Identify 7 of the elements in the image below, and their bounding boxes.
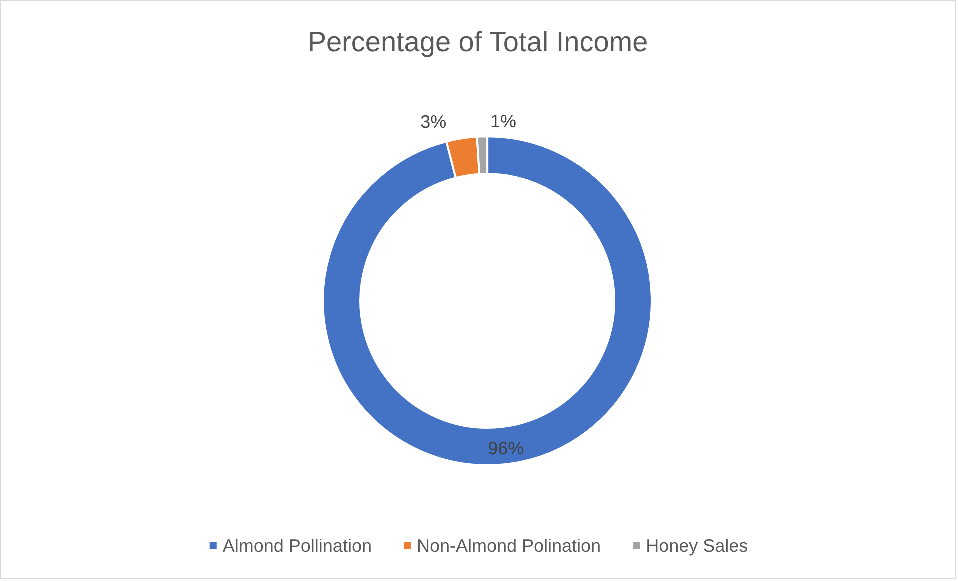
data-label: 3%	[420, 112, 447, 132]
legend-label: Honey Sales	[646, 536, 748, 556]
legend-label: Non-Almond Polination	[416, 536, 602, 556]
data-label: 1%	[490, 112, 517, 132]
data-label: 96%	[488, 438, 524, 459]
legend-label: Almond Pollination	[222, 536, 372, 556]
chart-title: Percentage of Total Income	[308, 26, 648, 58]
